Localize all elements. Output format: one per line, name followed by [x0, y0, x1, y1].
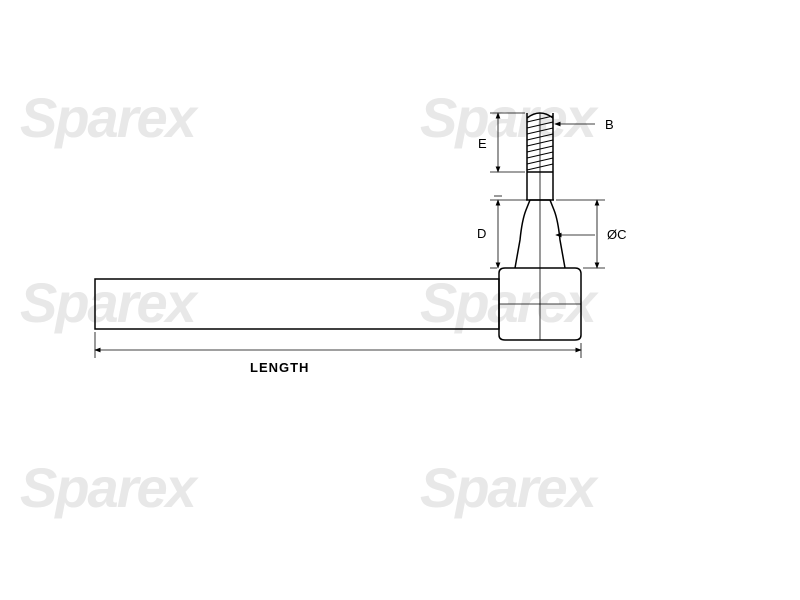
label-E: E [478, 136, 487, 151]
tie-rod-head [499, 113, 581, 340]
label-length: LENGTH [250, 360, 309, 375]
label-C: ØC [607, 227, 627, 242]
label-B: B [605, 117, 614, 132]
shaft [95, 279, 499, 329]
dimension-D [490, 200, 528, 268]
label-D: D [477, 226, 486, 241]
dimension-E [490, 113, 525, 172]
dimension-length [95, 332, 581, 358]
technical-drawing [0, 0, 800, 600]
